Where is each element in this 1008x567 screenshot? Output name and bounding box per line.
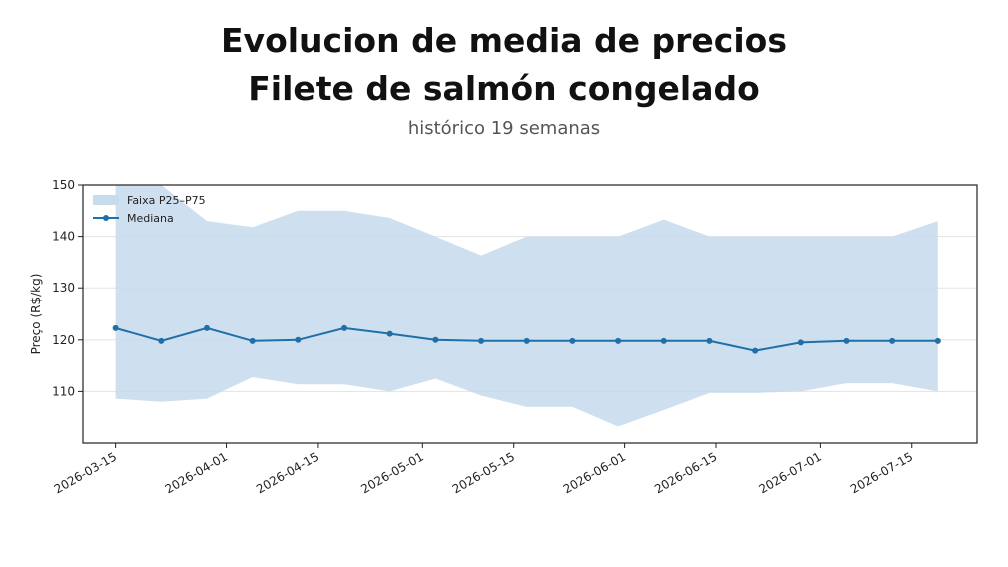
median-point xyxy=(615,337,622,344)
median-point xyxy=(341,324,348,331)
median-points xyxy=(112,324,941,354)
x-tick-label: 2026-06-01 xyxy=(561,449,628,496)
median-point xyxy=(934,337,941,344)
p25-p75-band xyxy=(115,185,938,427)
y-tick-label: 130 xyxy=(52,281,75,295)
y-tick-label: 120 xyxy=(52,333,75,347)
median-point xyxy=(478,337,485,344)
median-point xyxy=(158,337,165,344)
x-tick-label: 2026-06-15 xyxy=(652,449,719,496)
y-tick-label: 150 xyxy=(52,178,75,192)
median-point xyxy=(112,324,119,331)
x-tick-label: 2026-05-01 xyxy=(358,449,425,496)
median-point xyxy=(660,337,667,344)
median-point xyxy=(432,336,439,343)
y-tick-label: 110 xyxy=(52,384,75,398)
y-tick-label: 140 xyxy=(52,230,75,244)
x-tick-label: 2026-07-01 xyxy=(756,449,823,496)
legend-band-label: Faixa P25–P75 xyxy=(127,194,206,207)
median-point xyxy=(295,336,302,343)
x-tick-label: 2026-05-15 xyxy=(450,449,517,496)
median-point xyxy=(203,324,210,331)
chart-subtitle: histórico 19 semanas xyxy=(407,118,601,139)
median-point xyxy=(889,337,896,344)
y-axis-label: Preço (R$/kg) xyxy=(29,274,43,355)
plot-frame xyxy=(82,184,978,444)
median-point xyxy=(386,330,393,337)
legend-median-marker xyxy=(103,215,109,221)
median-point xyxy=(569,337,576,344)
median-point xyxy=(843,337,850,344)
median-point xyxy=(706,337,713,344)
median-point xyxy=(523,337,530,344)
median-point xyxy=(249,337,256,344)
x-tick-label: 2026-04-01 xyxy=(163,449,230,496)
x-tick-label: 2026-07-15 xyxy=(848,449,915,496)
median-point xyxy=(752,347,759,354)
y-axis: 110 120 130 140 150 xyxy=(52,178,83,398)
chart-title-line1: Evolucion de media de precios xyxy=(221,21,787,60)
legend-median-label: Mediana xyxy=(127,212,174,225)
chart-title-line2: Filete de salmón congelado xyxy=(248,69,760,108)
x-tick-label: 2026-04-15 xyxy=(254,449,321,496)
legend: Faixa P25–P75 Mediana xyxy=(93,194,206,225)
legend-band-swatch xyxy=(93,195,119,205)
median-point xyxy=(797,339,804,346)
x-axis: 2026-03-15 2026-04-01 2026-04-15 2026-05-01… xyxy=(52,443,915,496)
x-tick-label: 2026-03-15 xyxy=(52,449,119,496)
